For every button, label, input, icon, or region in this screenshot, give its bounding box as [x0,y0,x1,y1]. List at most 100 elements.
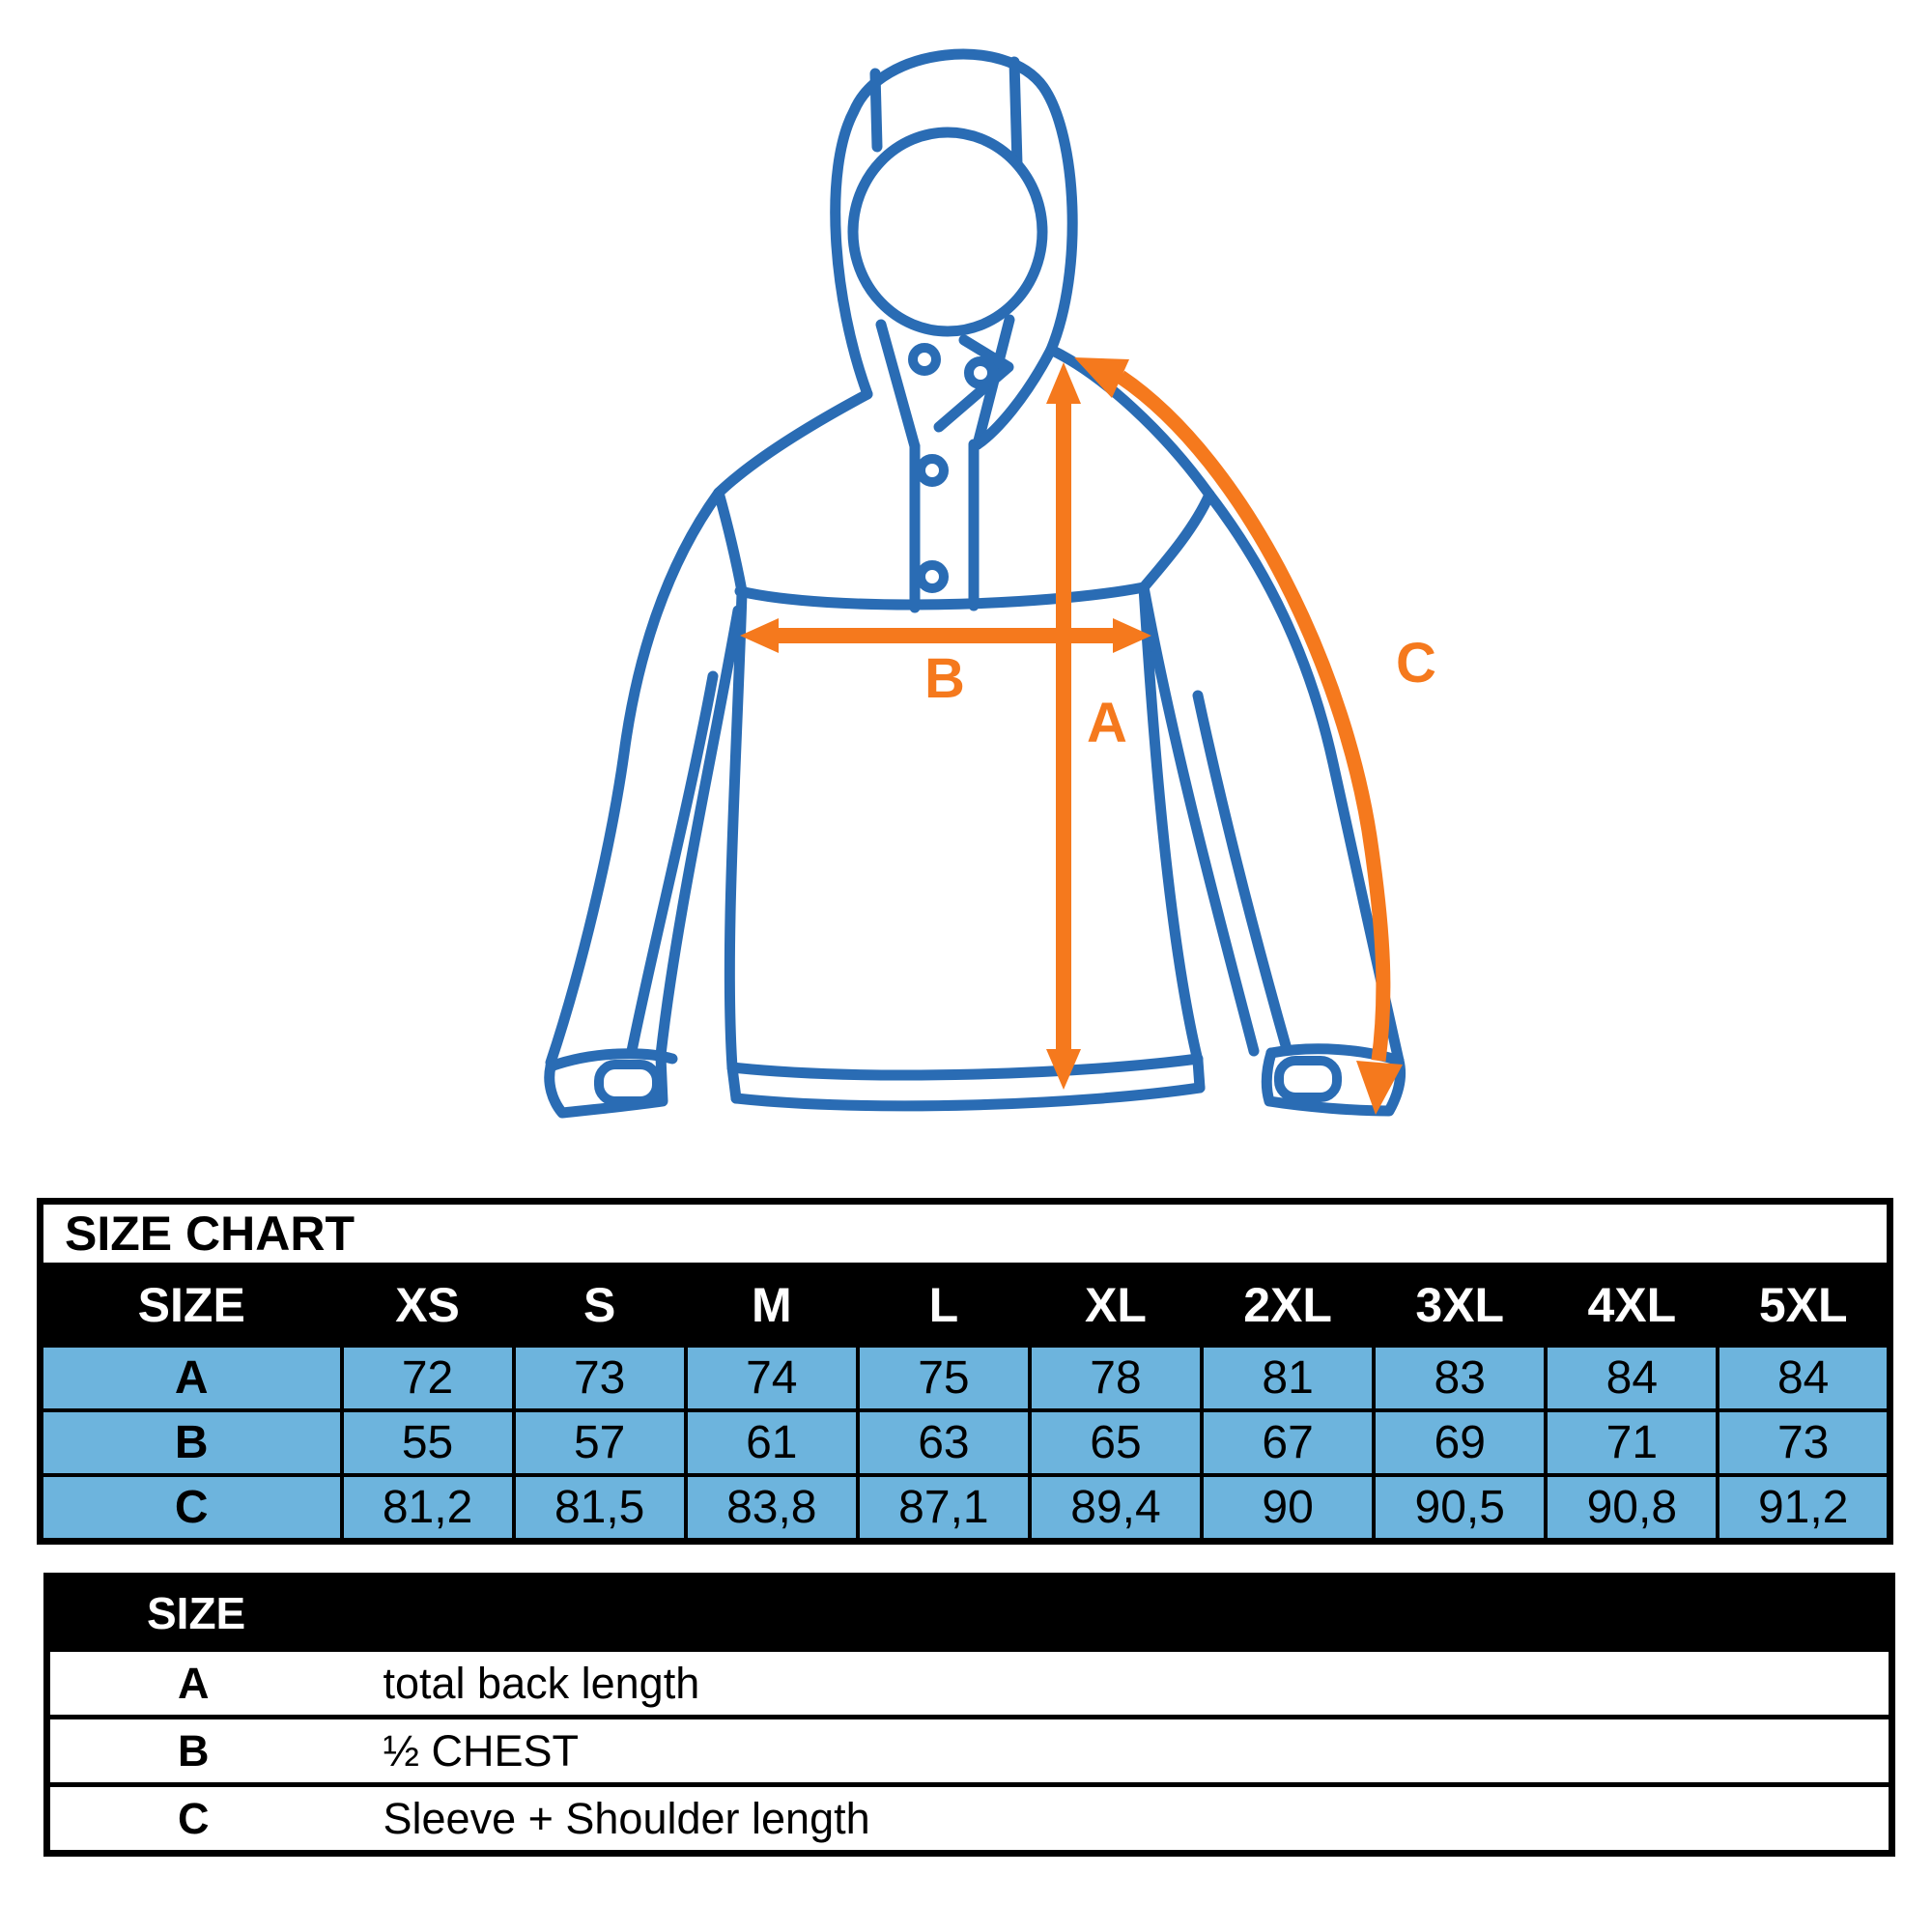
size-cell: 90 [1200,1473,1377,1544]
hem-top [726,1053,1204,1081]
measurement-row-b: B 55 57 61 63 65 67 69 71 73 [38,1408,1892,1477]
legend-letter-c: C [46,1782,337,1854]
snap-button [908,343,941,376]
legend-desc-b: ½ CHEST [336,1715,1892,1785]
size-cell: 84 [1716,1344,1892,1412]
size-chart-title-row: SIZE CHART [38,1199,1892,1266]
size-cell: 74 [683,1344,860,1412]
size-cell: 75 [855,1344,1032,1412]
sleeve-left-seam [626,670,719,1057]
hood-seam-right [1009,56,1023,170]
legend-desc-c: Sleeve + Shoulder length [336,1782,1892,1854]
size-cell: 73 [511,1344,688,1412]
sleeve-right-inner [1138,582,1260,1057]
legend-table: SIZE A total back length B ½ CHEST C Sle… [43,1573,1895,1857]
measurement-row-c: C 81,2 81,5 83,8 87,1 89,4 90 90,5 90,8 … [38,1473,1892,1544]
arrowhead-c-bottom [1356,1061,1403,1115]
chest-seam [734,582,1150,611]
measure-arrows [740,357,1403,1115]
header-col-m: M [683,1263,860,1348]
size-chart-table: SIZE CHART SIZE XS S M L XL 2XL 3XL 4XL … [37,1198,1893,1545]
size-chart-header-row: SIZE XS S M L XL 2XL 3XL 4XL 5XL [38,1263,1892,1348]
cuff-right-band [1261,1047,1406,1117]
size-cell: 57 [511,1408,688,1477]
arrowhead-c-top [1074,357,1129,398]
size-cell: 89,4 [1027,1473,1205,1544]
legend-row-c: C Sleeve + Shoulder length [46,1782,1892,1854]
size-cell: 72 [339,1344,516,1412]
size-cell: 78 [1027,1344,1205,1412]
sleeve-right-seam [1192,690,1293,1055]
size-cell: 84 [1544,1344,1720,1412]
armhole-left [713,487,748,597]
size-cell: 87,1 [855,1473,1032,1544]
sleeve-left-outer [545,487,724,1068]
size-cell: 61 [683,1408,860,1477]
row-label-b: B [38,1408,344,1477]
header-col-s: S [511,1263,688,1348]
snap-button [916,454,949,487]
snap-button [964,356,997,389]
legend-row-b: B ½ CHEST [46,1715,1892,1785]
cuff-right-top [1265,1043,1405,1066]
size-cell: 83,8 [683,1473,860,1544]
size-cell: 63 [855,1408,1032,1477]
sleeve-left-inner [655,605,744,1061]
size-cell: 83 [1372,1344,1548,1412]
thumbhole-right [1274,1056,1342,1102]
size-cell: 65 [1027,1408,1205,1477]
collar-left-edge [875,319,921,452]
header-col-xs: XS [339,1263,516,1348]
size-cell: 90,5 [1372,1473,1548,1544]
legend-title: SIZE [46,1576,1892,1650]
measure-label-c: C [1396,632,1436,695]
header-col-5xl: 5XL [1716,1263,1892,1348]
arrowhead-b-right [1113,618,1151,653]
header-col-xl: XL [1027,1263,1205,1348]
legend-letter-b: B [46,1715,337,1785]
armhole-right [1138,489,1215,593]
size-cell: 90,8 [1544,1473,1720,1544]
size-cell: 91,2 [1716,1473,1892,1544]
size-chart-title: SIZE CHART [38,1199,1892,1266]
measure-label-b: B [924,647,965,710]
header-col-l: L [855,1263,1032,1348]
legend-letter-a: A [46,1647,337,1718]
body-left-edge [724,587,748,1073]
row-label-a: A [38,1344,344,1412]
measure-arrow-c [1116,370,1391,1062]
size-cell: 81,5 [511,1473,688,1544]
neck-right-inner [972,344,1057,450]
header-size-label: SIZE [38,1263,344,1348]
size-cell: 73 [1716,1408,1892,1477]
arrowhead-a-bottom [1046,1049,1081,1090]
legend-header-row: SIZE [46,1576,1892,1650]
size-cell: 69 [1372,1408,1548,1477]
header-col-3xl: 3XL [1372,1263,1548,1348]
hem-bottom [730,1082,1206,1112]
collar-flap [933,334,1014,433]
size-cell: 71 [1544,1408,1720,1477]
header-col-4xl: 4XL [1544,1263,1720,1348]
size-cell: 81,2 [339,1473,516,1544]
arrowhead-a-top [1046,362,1081,404]
shoulder-right [1045,344,1215,500]
size-cell: 67 [1200,1408,1377,1477]
legend-row-a: A total back length [46,1647,1892,1718]
shoulder-left [713,388,873,498]
garment-diagram: B A C [544,48,1436,1119]
face-opening [847,127,1048,337]
size-cell: 55 [339,1408,516,1477]
header-col-2xl: 2XL [1200,1263,1377,1348]
jacket-outline [544,48,1406,1119]
measure-label-a: A [1087,692,1127,754]
measurement-row-a: A 72 73 74 75 78 81 83 84 84 [38,1344,1892,1412]
hood-outline [830,48,1078,400]
row-label-c: C [38,1473,344,1544]
hem-end-left [726,1062,742,1104]
thumbhole-left [594,1060,662,1106]
snap-button [916,560,949,593]
hem-end-right [1192,1055,1206,1094]
measure-labels: B A C [924,632,1436,754]
